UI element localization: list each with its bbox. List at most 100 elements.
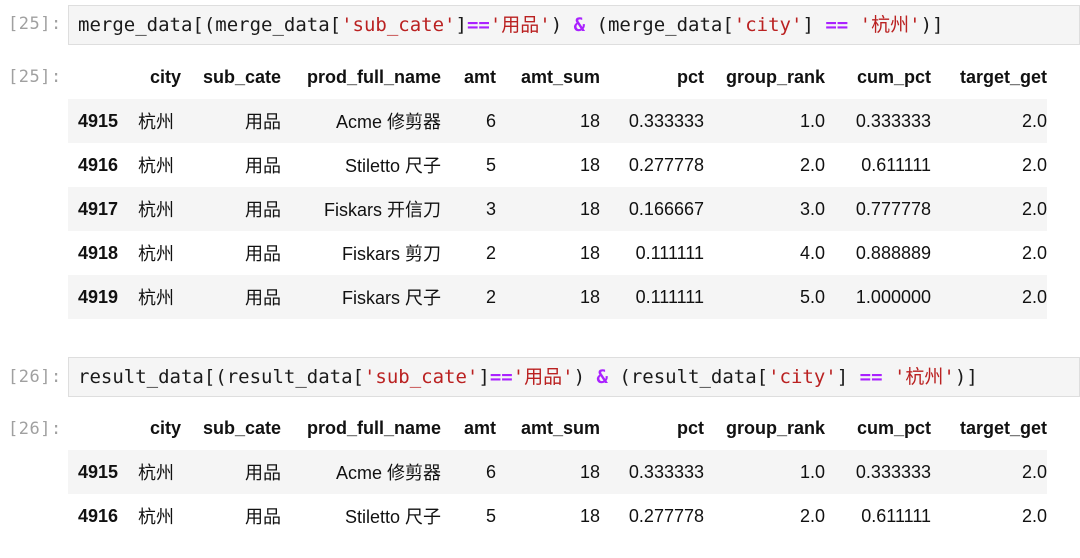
cum-pct-cell: 0.888889 bbox=[855, 242, 931, 263]
cum-pct-cell: 0.333333 bbox=[855, 110, 931, 131]
code-token: ] bbox=[478, 366, 490, 388]
code-token bbox=[883, 366, 894, 388]
column-header: city bbox=[149, 66, 181, 87]
column-header: amt bbox=[463, 417, 496, 438]
target-get-cell: 2.0 bbox=[1021, 154, 1047, 175]
column-header: prod_full_name bbox=[306, 417, 441, 438]
table-row: 4916 杭州 用品 Stiletto 尺子 5 18 0.277778 2.0 0.61111… bbox=[68, 494, 1047, 538]
column-header: target_get bbox=[959, 417, 1047, 438]
amt-sum-cell: 18 bbox=[579, 154, 600, 175]
amt-cell: 5 bbox=[485, 505, 496, 526]
code-token: & bbox=[596, 366, 608, 388]
amt-cell: 3 bbox=[485, 198, 496, 219]
table-body: 4915 杭州 用品 Acme 修剪器 6 18 0.333333 1.0 0.333333 2.… bbox=[68, 450, 1047, 538]
row-index: 4919 bbox=[78, 286, 119, 307]
row-index: 4918 bbox=[78, 242, 119, 263]
amt-sum-cell: 18 bbox=[579, 198, 600, 219]
index-header bbox=[68, 406, 138, 450]
target-get-cell: 2.0 bbox=[1021, 286, 1047, 307]
group-rank-cell: 2.0 bbox=[799, 505, 825, 526]
table-row: 4916 杭州 用品 Stiletto 尺子 5 18 0.277778 2.0 0.61111… bbox=[68, 143, 1047, 187]
group-rank-cell: 1.0 bbox=[799, 461, 825, 482]
amt-cell: 2 bbox=[485, 286, 496, 307]
input-prompt: [25]: bbox=[8, 14, 62, 34]
row-index: 4915 bbox=[78, 461, 119, 482]
prod-full-name-cell: Acme 修剪器 bbox=[335, 463, 441, 483]
amt-sum-cell: 18 bbox=[579, 242, 600, 263]
group-rank-cell: 1.0 bbox=[799, 110, 825, 131]
code-token: ) bbox=[550, 14, 574, 36]
column-header: sub_cate bbox=[202, 417, 281, 438]
amt-cell: 5 bbox=[485, 154, 496, 175]
table-row: 4915 杭州 用品 Acme 修剪器 6 18 0.333333 1.0 0.333333 2.… bbox=[68, 99, 1047, 143]
sub-cate-cell: 用品 bbox=[245, 463, 281, 483]
city-cell: 杭州 bbox=[138, 463, 174, 483]
target-get-cell: 2.0 bbox=[1021, 242, 1047, 263]
group-rank-cell: 5.0 bbox=[799, 286, 825, 307]
pct-cell: 0.277778 bbox=[628, 154, 704, 175]
prod-full-name-cell: Fiskars 尺子 bbox=[342, 288, 441, 308]
code-token: ] bbox=[836, 366, 860, 388]
amt-cell: 6 bbox=[485, 110, 496, 131]
column-header: city bbox=[149, 417, 181, 438]
city-cell: 杭州 bbox=[138, 156, 174, 176]
output-prompt: [26]: bbox=[8, 419, 62, 439]
table-row: 4915 杭州 用品 Acme 修剪器 6 18 0.333333 1.0 0.333333 2.… bbox=[68, 450, 1047, 494]
table-body: 4915 杭州 用品 Acme 修剪器 6 18 0.333333 1.0 0.333333 2.… bbox=[68, 99, 1047, 319]
code-token: '用品' bbox=[512, 366, 574, 388]
target-get-cell: 2.0 bbox=[1021, 110, 1047, 131]
index-header bbox=[68, 55, 138, 99]
city-cell: 杭州 bbox=[138, 200, 174, 220]
dataframe-output: city sub_cate prod_full_name amt amt_sum pct g… bbox=[68, 406, 1047, 538]
prod-full-name-cell: Fiskars 剪刀 bbox=[342, 244, 441, 264]
code-token: 'city' bbox=[768, 366, 837, 388]
code-token: ) bbox=[573, 366, 597, 388]
amt-sum-cell: 18 bbox=[579, 505, 600, 526]
cum-pct-cell: 0.333333 bbox=[855, 461, 931, 482]
code-token: '杭州' bbox=[859, 14, 921, 36]
table-row: 4917 杭州 用品 Fiskars 开信刀 3 18 0.166667 3.0 0.77777… bbox=[68, 187, 1047, 231]
table-header-row: city sub_cate prod_full_name amt amt_sum pct g… bbox=[68, 55, 1047, 99]
prod-full-name-cell: Fiskars 开信刀 bbox=[324, 200, 441, 220]
amt-sum-cell: 18 bbox=[579, 110, 600, 131]
code-token: 'sub_cate' bbox=[341, 14, 456, 36]
target-get-cell: 2.0 bbox=[1021, 198, 1047, 219]
sub-cate-cell: 用品 bbox=[245, 112, 281, 132]
sub-cate-cell: 用品 bbox=[245, 288, 281, 308]
pct-cell: 0.333333 bbox=[628, 110, 704, 131]
code-token: ] bbox=[455, 14, 467, 36]
code-token: ] bbox=[802, 14, 826, 36]
column-header: amt_sum bbox=[520, 417, 600, 438]
code-token: (merge_data[ bbox=[585, 14, 734, 36]
code-input-cell[interactable]: result_data[(result_data['sub_cate']=='用… bbox=[68, 357, 1080, 397]
table-row: 4918 杭州 用品 Fiskars 剪刀 2 18 0.111111 4.0 0.888889… bbox=[68, 231, 1047, 275]
group-rank-cell: 2.0 bbox=[799, 154, 825, 175]
row-index: 4917 bbox=[78, 198, 119, 219]
sub-cate-cell: 用品 bbox=[245, 200, 281, 220]
code-token: )] bbox=[920, 14, 944, 36]
cum-pct-cell: 0.777778 bbox=[855, 198, 931, 219]
target-get-cell: 2.0 bbox=[1021, 461, 1047, 482]
sub-cate-cell: 用品 bbox=[245, 156, 281, 176]
group-rank-cell: 4.0 bbox=[799, 242, 825, 263]
sub-cate-cell: 用品 bbox=[245, 244, 281, 264]
cum-pct-cell: 0.611111 bbox=[861, 505, 931, 526]
pct-cell: 0.111111 bbox=[635, 286, 704, 307]
column-header: target_get bbox=[959, 66, 1047, 87]
column-header: amt_sum bbox=[520, 66, 600, 87]
city-cell: 杭州 bbox=[138, 244, 174, 264]
code-token: 'sub_cate' bbox=[363, 366, 479, 388]
prod-full-name-cell: Acme 修剪器 bbox=[335, 112, 441, 132]
column-header: pct bbox=[677, 66, 704, 87]
code-token: == bbox=[466, 14, 490, 36]
row-index: 4916 bbox=[78, 154, 119, 175]
amt-cell: 6 bbox=[485, 461, 496, 482]
pct-cell: 0.277778 bbox=[628, 505, 704, 526]
pct-cell: 0.166667 bbox=[628, 198, 704, 219]
column-header: pct bbox=[677, 417, 704, 438]
code-token: result_data[(result_data[ bbox=[78, 366, 364, 388]
output-prompt: [25]: bbox=[8, 67, 62, 87]
code-input-cell[interactable]: merge_data[(merge_data['sub_cate']=='用品'… bbox=[68, 5, 1080, 45]
group-rank-cell: 3.0 bbox=[799, 198, 825, 219]
prod-full-name-cell: Stiletto 尺子 bbox=[344, 507, 441, 527]
